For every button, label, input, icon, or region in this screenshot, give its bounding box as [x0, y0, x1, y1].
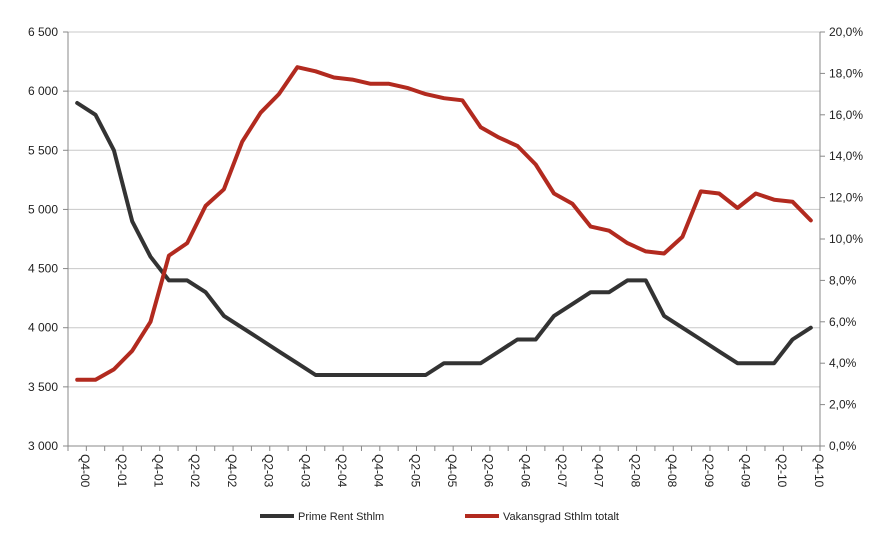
right-y-tick-label: 16,0% — [829, 108, 863, 122]
left-y-tick-label: 6 000 — [28, 84, 58, 98]
right-y-tick-label: 12,0% — [829, 191, 863, 205]
left-y-tick-label: 3 500 — [28, 380, 58, 394]
right-y-tick-label: 4,0% — [829, 356, 857, 370]
right-y-tick-label: 10,0% — [829, 232, 863, 246]
x-tick-label: Q4-02 — [225, 454, 239, 488]
x-tick-label: Q2-09 — [702, 454, 716, 488]
series-lines — [75, 65, 813, 382]
series-line-2 — [75, 65, 813, 382]
right-y-tick-label: 8,0% — [829, 273, 857, 287]
left-y-tick-label: 3 000 — [28, 439, 58, 453]
x-tick-label: Q2-02 — [188, 454, 202, 488]
x-axis-ticks: Q4-00 Q2-01 Q4-01 Q2-02 Q4-02 Q2-03 Q4-03 Q2-04… — [67, 446, 826, 488]
x-tick-label: Q4-10 — [812, 454, 826, 488]
x-tick-label: Q4-01 — [152, 454, 166, 488]
x-tick-label: Q2-08 — [628, 454, 642, 488]
right-y-tick-label: 0,0% — [829, 439, 857, 453]
gridlines — [68, 31, 820, 388]
x-tick-label: Q2-03 — [262, 454, 276, 488]
axes — [67, 32, 821, 447]
x-tick-label: Q4-09 — [738, 454, 752, 488]
right-y-tick-label: 20,0% — [829, 25, 863, 39]
x-tick-label: Q4-07 — [592, 454, 606, 488]
right-y-tick-label: 6,0% — [829, 315, 857, 329]
right-y-tick-label: 2,0% — [829, 398, 857, 412]
x-tick-label: Q4-04 — [372, 454, 386, 488]
series-line-1 — [75, 101, 813, 377]
right-y-tick-label: 14,0% — [829, 149, 863, 163]
x-tick-label: Q2-04 — [335, 454, 349, 488]
legend-label-2: Vakansgrad Sthlm totalt — [503, 511, 619, 523]
x-tick-label: Q2-01 — [115, 454, 129, 488]
x-tick-label: Q4-00 — [78, 454, 92, 488]
right-y-tick-label: 18,0% — [829, 66, 863, 80]
x-tick-label: Q2-07 — [555, 454, 569, 488]
left-y-tick-label: 4 500 — [28, 262, 58, 276]
left-y-tick-label: 5 500 — [28, 143, 58, 157]
left-y-tick-label: 6 500 — [28, 25, 58, 39]
x-tick-label: Q2-10 — [775, 454, 789, 488]
legend: Prime Rent Sthlm Vakansgrad Sthlm totalt — [260, 511, 619, 523]
x-tick-label: Q2-05 — [408, 454, 422, 488]
x-tick-label: Q4-06 — [518, 454, 532, 488]
left-y-tick-label: 5 000 — [28, 202, 58, 216]
x-tick-label: Q2-06 — [482, 454, 496, 488]
x-tick-label: Q4-05 — [445, 454, 459, 488]
x-tick-label: Q4-03 — [298, 454, 312, 488]
left-y-axis-ticks: 3 000 3 500 4 000 4 500 5 000 5 500 6 000 6 500 — [28, 25, 68, 453]
right-y-axis-ticks: 0,0% 2,0% 4,0% 6,0% 8,0% 10,0% 12,0% 14,0% 16,0%… — [820, 25, 863, 453]
left-y-tick-label: 4 000 — [28, 321, 58, 335]
x-tick-label: Q4-08 — [665, 454, 679, 488]
legend-label-1: Prime Rent Sthlm — [298, 511, 384, 523]
